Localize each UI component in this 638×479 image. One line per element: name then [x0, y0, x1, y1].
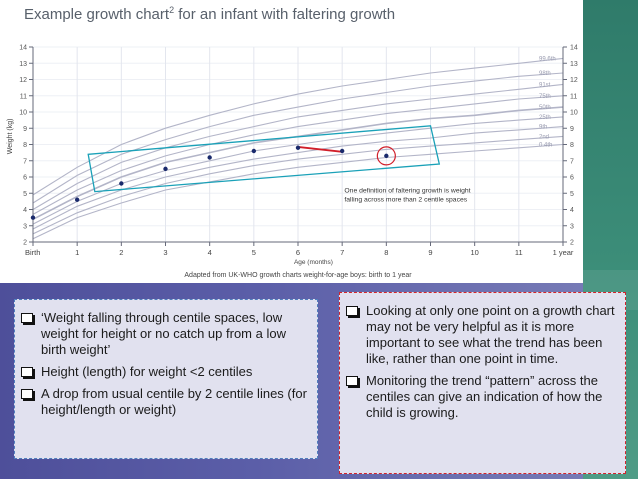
highlight-circle	[376, 146, 396, 166]
y-tick-label: 12	[570, 77, 578, 84]
y-tick-label: 4	[23, 207, 27, 214]
x-tick-label: 6	[296, 248, 300, 257]
x-tick-label: 4	[208, 248, 212, 257]
centile-curve	[32, 72, 564, 204]
chart-title-main: Example growth chart	[24, 6, 170, 23]
chart-panel: Example growth chart2 for an infant with…	[7, 5, 578, 280]
falling-trend-line	[297, 145, 343, 153]
data-point	[119, 181, 124, 186]
y-tick-label: 11	[570, 93, 577, 100]
centile-label: 75th	[539, 94, 551, 100]
centile-curve	[32, 143, 564, 240]
y-tick-label: 9	[23, 126, 27, 133]
data-point	[30, 215, 36, 220]
x-tick-label: 8	[384, 248, 388, 257]
y-tick-label: 12	[19, 77, 27, 84]
chart-annotation: One definition of faltering growth is we…	[344, 187, 470, 194]
data-point	[74, 197, 80, 202]
y-tick-label: 8	[23, 142, 27, 149]
y-tick-label: 3	[23, 223, 27, 230]
centile-label: 91st	[539, 82, 551, 88]
y-axis-label: Weight (kg)	[7, 119, 14, 155]
left-bullet: A drop from usual centile by 2 centile l…	[21, 386, 309, 418]
centile-label: 50th	[539, 105, 551, 111]
y-tick-label: 13	[19, 61, 27, 68]
y-tick-label: 13	[570, 61, 578, 68]
chart-title-superscript: 2	[169, 5, 175, 15]
centile-curve	[32, 57, 564, 196]
left-bullet: ‘Weight falling through centile spaces, …	[21, 310, 309, 358]
centile-curve	[32, 135, 564, 235]
data-point	[384, 153, 389, 159]
left-notes-box: ‘Weight falling through centile spaces, …	[14, 299, 318, 459]
y-tick-label: 7	[23, 158, 27, 165]
growth-chart: 99.6th 98th 91st 75th 50th 25th 9th 2nd 0.4th 2 2 3…	[7, 45, 578, 280]
right-notes-box: Looking at only one point on a growth ch…	[339, 292, 626, 474]
right-bullet: Monitoring the trend “pattern” across th…	[346, 373, 617, 421]
right-bullet: Looking at only one point on a growth ch…	[346, 303, 617, 367]
data-point	[163, 166, 168, 172]
checkbox-bullet-icon	[21, 367, 33, 377]
y-tick-label: 6	[570, 175, 574, 182]
y-tick-label: 2	[23, 240, 27, 247]
centile-label: 2nd	[539, 134, 549, 140]
left-bullet-text: Height (length) for weight <2 centiles	[41, 364, 253, 379]
x-tick-label: 1	[75, 248, 79, 257]
y-tick-label: 11	[20, 93, 27, 100]
trend-highlight-box	[87, 125, 441, 193]
right-bullet-text: Looking at only one point on a growth ch…	[366, 303, 615, 366]
centile-label: 98th	[539, 71, 551, 77]
y-tick-label: 2	[570, 240, 574, 247]
data-point	[207, 155, 212, 160]
right-bullet-text: Monitoring the trend “pattern” across th…	[366, 373, 603, 420]
y-tick-label: 6	[23, 175, 27, 182]
y-tick-label: 3	[570, 223, 574, 230]
chart-title: Example growth chart2 for an infant with…	[24, 5, 395, 23]
y-tick-label: 14	[19, 45, 27, 52]
centile-curve	[32, 95, 564, 215]
chart-annotation: falling across more than 2 centile space…	[344, 196, 467, 203]
centile-curve	[32, 83, 564, 210]
y-tick-label: 4	[570, 207, 574, 214]
data-point	[339, 148, 345, 154]
x-tick-label: 9	[428, 248, 432, 257]
x-tick-label: 5	[252, 248, 256, 257]
y-tick-label: 8	[570, 142, 574, 149]
left-bullet-text: ‘Weight falling through centile spaces, …	[41, 310, 286, 357]
x-tick-label: 10	[470, 248, 478, 257]
chart-title-suffix: for an infant with faltering growth	[174, 6, 396, 23]
data-point	[295, 145, 301, 150]
y-tick-label: 5	[23, 191, 27, 198]
left-bullet-text: A drop from usual centile by 2 centile l…	[41, 386, 307, 417]
x-tick-label: 2	[119, 248, 123, 257]
y-tick-label: 5	[570, 191, 574, 198]
data-point	[251, 148, 257, 154]
centile-label: 0.4th	[539, 143, 552, 149]
centile-label: 9th	[539, 125, 547, 131]
x-tick-label: 7	[340, 248, 344, 257]
left-bullet: Height (length) for weight <2 centiles	[21, 364, 309, 380]
x-tick-label: Birth	[25, 248, 40, 257]
x-axis-label: Age (months)	[294, 259, 333, 266]
source-caption: Adapted from UK-WHO growth charts weight…	[184, 272, 412, 279]
centile-label: 99.6th	[539, 56, 556, 62]
checkbox-bullet-icon	[21, 389, 33, 399]
checkbox-bullet-icon	[346, 306, 358, 316]
checkbox-bullet-icon	[21, 313, 33, 323]
x-tick-label: 3	[163, 248, 167, 257]
y-tick-label: 7	[570, 158, 574, 165]
x-tick-label: 1 year	[553, 248, 574, 257]
y-tick-label: 9	[570, 126, 574, 133]
centile-label: 25th	[539, 115, 551, 121]
y-tick-label: 14	[570, 45, 578, 52]
x-tick-label: 11	[515, 248, 523, 257]
y-tick-label: 10	[19, 110, 27, 117]
y-tick-label: 10	[570, 110, 578, 117]
checkbox-bullet-icon	[346, 376, 358, 386]
